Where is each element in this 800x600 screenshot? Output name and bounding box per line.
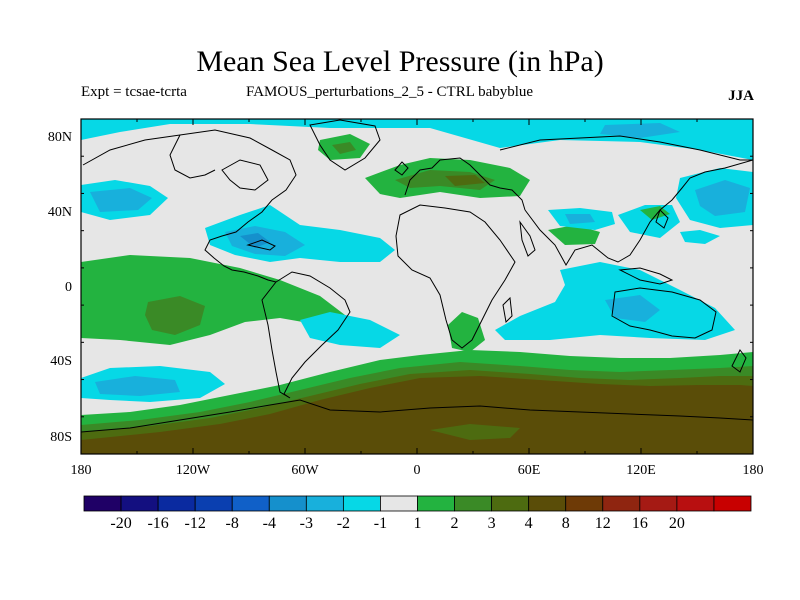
south-pacific-negative-core — [95, 376, 180, 396]
colorbar-label: 1 — [414, 515, 422, 532]
experiment-label: Expt = tcsae-tcrta — [81, 84, 187, 100]
colorbar-label: -20 — [110, 515, 131, 532]
colorbar: -20 -16 -12 -8 -4 -3 -2 -1 1 2 3 4 8 12 16 20 — [83, 495, 752, 532]
colorbar-label: 3 — [488, 515, 496, 532]
colorbar-swatch — [120, 495, 159, 512]
eurasia-positive-core — [395, 170, 495, 190]
antarctic-positive-core — [81, 376, 753, 454]
arctic-negative-core — [600, 123, 680, 138]
axis-ticks — [80, 118, 754, 455]
lon-label-120w: 120W — [176, 463, 211, 478]
colorbar-label: -3 — [300, 515, 313, 532]
colorbar-swatch — [194, 495, 233, 512]
colorbar-label: 4 — [525, 515, 533, 532]
longitude-labels: 180 120W 60W 0 60E 120E 180 — [71, 463, 764, 478]
colorbar-swatch — [713, 495, 752, 512]
lat-label-80n: 80N — [48, 130, 72, 145]
lat-label-80s: 80S — [50, 430, 72, 445]
map-title: Mean Sea Level Pressure (in hPa) — [196, 45, 604, 78]
coastlines — [81, 119, 753, 433]
tropical-pacific-positive-core — [145, 296, 205, 335]
colorbar-swatch — [491, 495, 530, 512]
colorbar-swatch — [268, 495, 307, 512]
colorbar-label: -4 — [263, 515, 276, 532]
latitude-labels: 80N 40N 0 40S 80S — [48, 130, 72, 445]
tropical-pacific-positive — [81, 255, 345, 345]
colorbar-swatch — [417, 495, 455, 512]
season-label: JJA — [728, 88, 754, 104]
east-asia-positive — [640, 206, 670, 220]
colorbar-label: -2 — [337, 515, 350, 532]
west-pacific-negative — [680, 230, 720, 244]
central-asia-positive — [548, 225, 600, 245]
colorbar-label: 2 — [451, 515, 459, 532]
colorbar-swatch — [83, 495, 122, 512]
south-africa-positive — [448, 312, 485, 352]
colorbar-label: -12 — [185, 515, 206, 532]
colorbar-swatch — [676, 495, 715, 512]
colorbar-swatch — [342, 495, 381, 512]
colorbar-label: 12 — [595, 515, 611, 532]
lon-label-180-right: 180 — [743, 463, 764, 478]
colorbar-label: 20 — [669, 515, 685, 532]
colorbar-swatch — [380, 495, 418, 512]
colorbar-label: -8 — [226, 515, 239, 532]
lon-label-60w: 60W — [291, 463, 319, 478]
colorbar-swatch — [305, 495, 344, 512]
colorbar-swatch — [157, 495, 196, 512]
eurasia-positive-peak — [445, 175, 485, 186]
colorbar-label: 16 — [632, 515, 648, 532]
lon-label-120e: 120E — [626, 463, 656, 478]
north-pacific-west-core — [90, 188, 152, 212]
colorbar-swatch — [639, 495, 678, 512]
antarctic-sub-region — [430, 424, 520, 440]
tibet-negative-core — [565, 214, 595, 224]
arctic-negative-region — [81, 119, 753, 160]
indian-ocean-negative-core — [605, 295, 660, 322]
greenland-positive-core — [332, 142, 356, 154]
colorbar-label: -1 — [374, 515, 387, 532]
colorbar-swatch — [528, 495, 567, 512]
run-label: FAMOUS_perturbations_2_5 - CTRL babyblue — [246, 84, 534, 100]
colorbar-swatch — [454, 495, 493, 512]
lat-label-40s: 40S — [50, 354, 72, 369]
south-atlantic-negative — [300, 312, 400, 348]
caribbean-negative-peak — [240, 233, 270, 248]
colorbar-swatch — [565, 495, 604, 512]
lat-label-0: 0 — [65, 280, 72, 295]
lon-label-180-left: 180 — [71, 463, 92, 478]
lon-label-60e: 60E — [518, 463, 541, 478]
colorbar-label: 8 — [562, 515, 570, 532]
colorbar-swatch — [602, 495, 641, 512]
north-pacific-east-core — [695, 180, 750, 216]
lat-label-40n: 40N — [48, 205, 72, 220]
map-field — [81, 119, 753, 454]
colorbar-label: -16 — [147, 515, 168, 532]
colorbar-swatch — [231, 495, 270, 512]
lon-label-0: 0 — [414, 463, 421, 478]
